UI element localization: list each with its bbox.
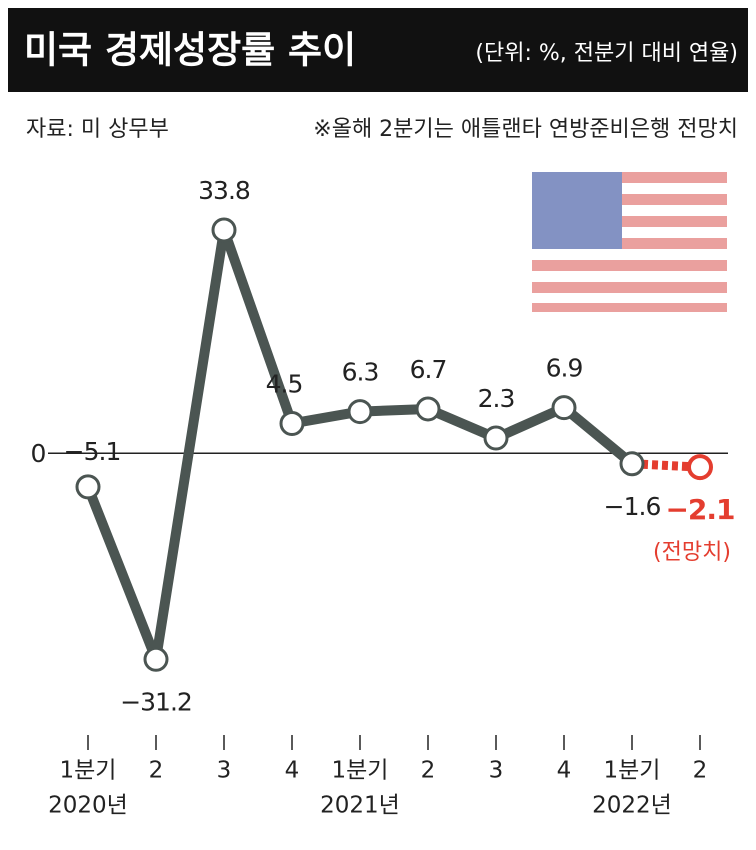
value-label: 6.7 bbox=[410, 355, 447, 384]
year-label: 2021년 bbox=[320, 793, 400, 819]
value-label: −5.1 bbox=[64, 437, 121, 466]
forecast-label: (전망치) bbox=[653, 540, 731, 565]
data-point bbox=[347, 399, 373, 425]
value-label: 2.3 bbox=[478, 384, 515, 413]
x-tick-label: 2 bbox=[421, 758, 436, 784]
header-bar bbox=[8, 8, 748, 92]
chart-subtitle: (단위: %, 전분기 대비 연율) bbox=[475, 41, 738, 66]
data-point bbox=[143, 646, 169, 672]
x-tick-label: 3 bbox=[489, 758, 504, 784]
x-tick-label: 1분기 bbox=[60, 758, 117, 784]
value-label: 6.9 bbox=[546, 354, 583, 383]
note: ※올해 2분기는 애틀랜타 연방준비은행 전망치 bbox=[313, 117, 738, 142]
data-point bbox=[75, 474, 101, 500]
x-tick-label: 1분기 bbox=[332, 758, 389, 784]
x-tick-label: 2 bbox=[693, 758, 708, 784]
value-label: 33.8 bbox=[198, 176, 250, 205]
data-point bbox=[211, 217, 237, 243]
y-tick-label: 0 bbox=[31, 439, 46, 468]
data-point bbox=[551, 395, 577, 421]
value-label: 6.3 bbox=[342, 358, 379, 387]
value-label: 4.5 bbox=[266, 369, 303, 398]
flag bbox=[532, 172, 727, 312]
x-tick-label: 3 bbox=[217, 758, 232, 784]
data-point bbox=[483, 425, 509, 451]
data-point bbox=[619, 451, 645, 477]
value-label: −31.2 bbox=[120, 687, 192, 716]
x-tick-label: 2 bbox=[149, 758, 164, 784]
value-label: −2.1 bbox=[665, 493, 734, 526]
x-tick-label: 4 bbox=[557, 758, 572, 784]
data-point bbox=[279, 410, 305, 436]
x-tick-label: 4 bbox=[285, 758, 300, 784]
chart-title: 미국 경제성장률 추이 bbox=[24, 29, 356, 72]
year-label: 2022년 bbox=[592, 793, 672, 819]
value-label: −1.6 bbox=[604, 492, 661, 521]
data-point bbox=[415, 396, 441, 422]
data-point bbox=[687, 454, 713, 481]
year-label: 2020년 bbox=[48, 793, 128, 819]
source: 자료: 미 상무부 bbox=[26, 117, 169, 142]
x-tick-label: 1분기 bbox=[604, 758, 661, 784]
